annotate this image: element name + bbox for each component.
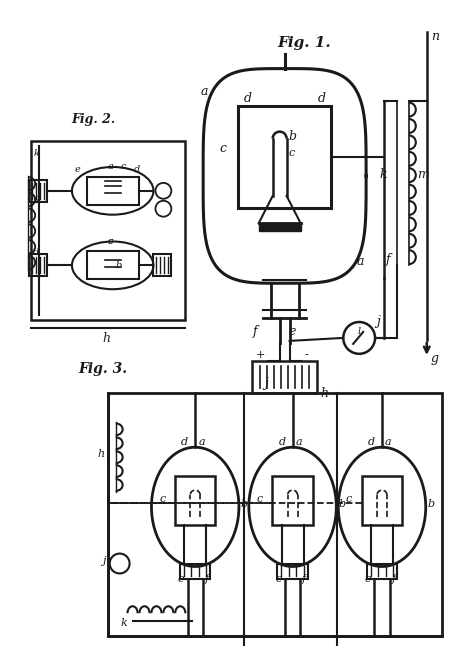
- Text: d: d: [181, 437, 189, 447]
- Bar: [272, 476, 313, 526]
- Text: a: a: [200, 86, 207, 98]
- Bar: [278, 564, 308, 579]
- Text: e: e: [75, 165, 81, 174]
- Text: c: c: [108, 237, 113, 246]
- Bar: [31, 141, 185, 320]
- Text: e: e: [178, 574, 184, 584]
- Text: l: l: [357, 327, 360, 336]
- Bar: [238, 106, 332, 208]
- Text: d: d: [244, 92, 252, 105]
- Text: Fig. 3.: Fig. 3.: [78, 362, 127, 376]
- Text: e: e: [288, 325, 296, 338]
- Text: b: b: [116, 261, 122, 270]
- Text: k: k: [121, 618, 127, 628]
- Text: d: d: [318, 92, 325, 105]
- Text: d: d: [33, 248, 40, 257]
- Text: f: f: [205, 574, 209, 584]
- Bar: [153, 255, 171, 276]
- Text: f: f: [253, 325, 257, 338]
- Bar: [29, 180, 47, 202]
- Text: a: a: [108, 162, 113, 171]
- Text: f: f: [302, 574, 306, 584]
- Text: -: -: [305, 350, 309, 360]
- Bar: [175, 476, 215, 526]
- Text: a: a: [356, 255, 364, 268]
- Text: k: k: [33, 149, 39, 158]
- Text: d: d: [279, 437, 286, 447]
- Text: a: a: [296, 437, 302, 447]
- Text: j: j: [265, 376, 269, 389]
- Text: g: g: [431, 352, 439, 365]
- Text: h: h: [98, 449, 105, 459]
- Bar: [259, 223, 301, 231]
- Text: Fig. 1.: Fig. 1.: [278, 36, 331, 50]
- Text: Fig. 2.: Fig. 2.: [71, 113, 115, 126]
- Bar: [252, 361, 317, 393]
- Text: c: c: [108, 237, 113, 246]
- Text: a: a: [385, 437, 392, 447]
- Text: c: c: [220, 142, 227, 155]
- Text: +: +: [255, 350, 265, 360]
- Text: h: h: [320, 387, 328, 400]
- Bar: [362, 476, 402, 526]
- Text: h: h: [103, 332, 111, 345]
- Text: c: c: [121, 162, 126, 171]
- Bar: [108, 393, 441, 636]
- Bar: [87, 177, 139, 205]
- Text: k: k: [379, 168, 387, 181]
- Text: n: n: [431, 30, 439, 43]
- Bar: [87, 251, 139, 279]
- Text: b: b: [428, 499, 435, 509]
- Text: d: d: [134, 165, 140, 174]
- Text: e: e: [364, 574, 371, 584]
- Text: b: b: [338, 499, 346, 509]
- Text: j: j: [376, 315, 380, 328]
- Text: c: c: [159, 494, 166, 504]
- Text: e: e: [275, 574, 282, 584]
- Text: a: a: [33, 194, 39, 203]
- Text: m: m: [417, 168, 429, 181]
- Text: j: j: [102, 555, 105, 566]
- Bar: [180, 564, 210, 579]
- Bar: [29, 255, 47, 276]
- Text: b: b: [288, 130, 297, 143]
- Text: d: d: [368, 437, 375, 447]
- Text: c: c: [288, 148, 295, 159]
- Text: f: f: [392, 574, 396, 584]
- Text: b: b: [241, 499, 248, 509]
- Bar: [367, 564, 397, 579]
- Text: f: f: [386, 253, 391, 266]
- Text: c: c: [256, 494, 263, 504]
- Text: c: c: [346, 494, 352, 504]
- Text: a: a: [198, 437, 205, 447]
